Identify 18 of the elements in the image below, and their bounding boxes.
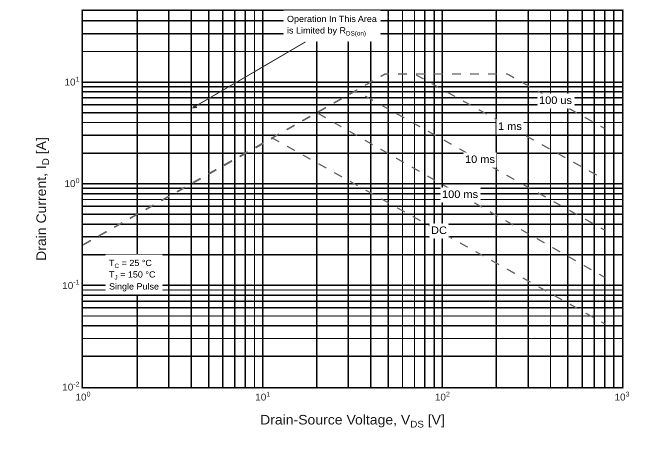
x-tick-label: 10$^{3}$: [614, 391, 630, 404]
annotation: T$_{C}$ = 25 °C: [109, 258, 152, 270]
y-tick-label: 10$^{-2}$: [62, 381, 80, 394]
x-axis-title: Drain-Source Voltage, V$_{DS}$ [V]: [260, 412, 445, 430]
x-tick-label: 10$^{1}$: [255, 391, 270, 404]
y-tick-label: 10$^{-1}$: [62, 280, 80, 292]
series-label: 1 ms: [498, 121, 522, 133]
series-label: DC: [431, 225, 447, 237]
series-label: 10 ms: [465, 154, 496, 166]
x-tick-label: 10$^{0}$: [75, 391, 91, 404]
x-tick-label: 10$^{2}$: [434, 391, 450, 404]
annotation: Operation In This Area is Limited by R$_{DS(on)}$: [287, 14, 377, 38]
y-tick-label: 10$^{0}$: [64, 178, 80, 190]
series-label: 100 ms: [442, 189, 479, 201]
y-tick-label: 10$^{1}$: [64, 76, 80, 89]
annotation: Single Pulse: [109, 281, 160, 292]
series-label: 100 us: [539, 95, 573, 107]
annotation: T$_{J}$ = 150 °C: [109, 270, 156, 282]
